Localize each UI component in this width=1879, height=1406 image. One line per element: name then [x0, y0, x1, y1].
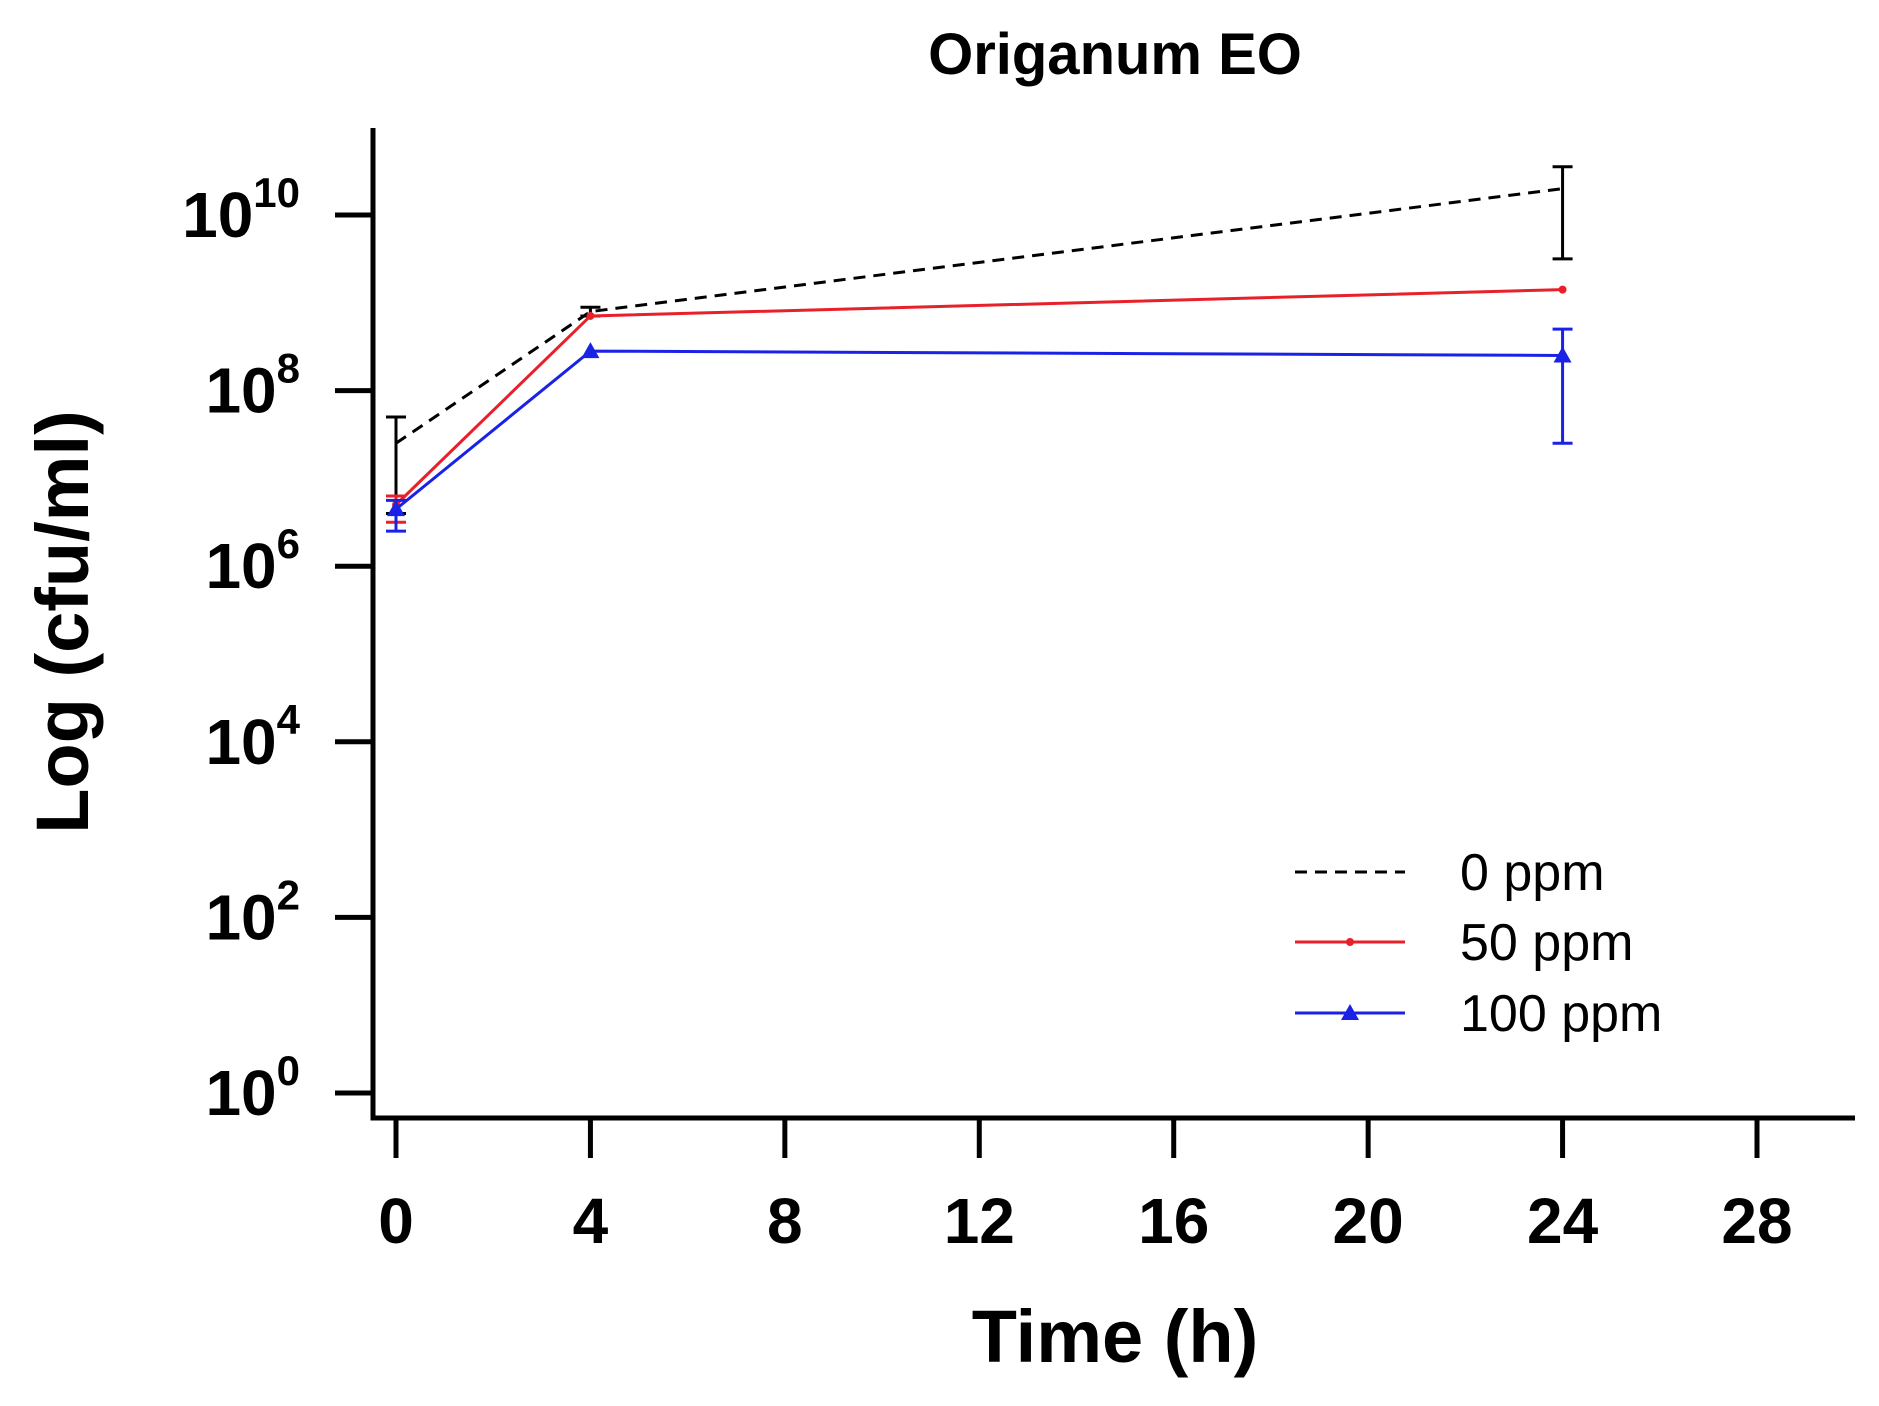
y-tick-label-3: 106 [205, 520, 300, 602]
legend-marker-50-ppm [1346, 938, 1354, 946]
x-tick-label-4: 16 [1138, 1185, 1209, 1257]
series-2 [386, 327, 1573, 533]
x-tick-label-1: 4 [573, 1185, 609, 1257]
chart-title: Origanum EO [928, 22, 1302, 87]
legend-label-100-ppm: 100 ppm [1460, 985, 1662, 1043]
y-tick-base-5: 10 [182, 179, 253, 251]
y-tick-base-4: 10 [205, 355, 276, 427]
x-axis-title: Time (h) [972, 1295, 1258, 1378]
x-tick-label-0: 0 [378, 1185, 414, 1257]
point-1-1 [586, 311, 595, 320]
x-tick-label-6: 24 [1527, 1185, 1599, 1257]
series-line-2 [395, 349, 1563, 511]
y-tick-label-4: 108 [205, 345, 300, 427]
series-1 [386, 285, 1567, 524]
y-tick-exp-4: 8 [277, 345, 300, 392]
y-tick-base-3: 10 [205, 530, 276, 602]
y-axis-title: Log (cfu/ml) [21, 410, 104, 833]
point-2-0 [387, 500, 405, 517]
legend-marker-100-ppm [1341, 1004, 1359, 1020]
y-tick-exp-2: 4 [277, 696, 301, 743]
legend-label-50-ppm: 50 ppm [1460, 914, 1633, 972]
y-tick-label-5: 1010 [182, 169, 300, 251]
series-line-1 [394, 288, 1563, 506]
x-axis-ticks: 0 4 8 12 16 20 24 28 [378, 1118, 1793, 1257]
y-tick-exp-5: 10 [253, 169, 300, 216]
y-tick-base-0: 10 [205, 1057, 276, 1129]
x-tick-label-5: 20 [1333, 1185, 1404, 1257]
y-tick-exp-1: 2 [277, 871, 300, 918]
y-tick-label-0: 100 [205, 1047, 300, 1129]
y-tick-base-2: 10 [205, 706, 276, 778]
legend-label-0-ppm: 0 ppm [1460, 844, 1605, 902]
point-1-2 [1558, 285, 1567, 294]
series-layer [386, 165, 1573, 533]
y-tick-label-1: 102 [205, 871, 300, 953]
point-2-2 [1553, 346, 1572, 363]
y-tick-label-2: 104 [205, 696, 300, 778]
legend: 0 ppm 50 ppm 100 ppm [1295, 844, 1662, 1043]
x-tick-label-7: 28 [1721, 1185, 1792, 1257]
y-tick-base-1: 10 [205, 881, 276, 953]
x-tick-label-2: 8 [767, 1185, 803, 1257]
x-tick-label-3: 12 [944, 1185, 1015, 1257]
point-2-1 [581, 342, 600, 359]
y-tick-exp-0: 0 [277, 1047, 300, 1094]
y-tick-exp-3: 6 [277, 520, 300, 567]
series-line-0 [395, 187, 1563, 445]
